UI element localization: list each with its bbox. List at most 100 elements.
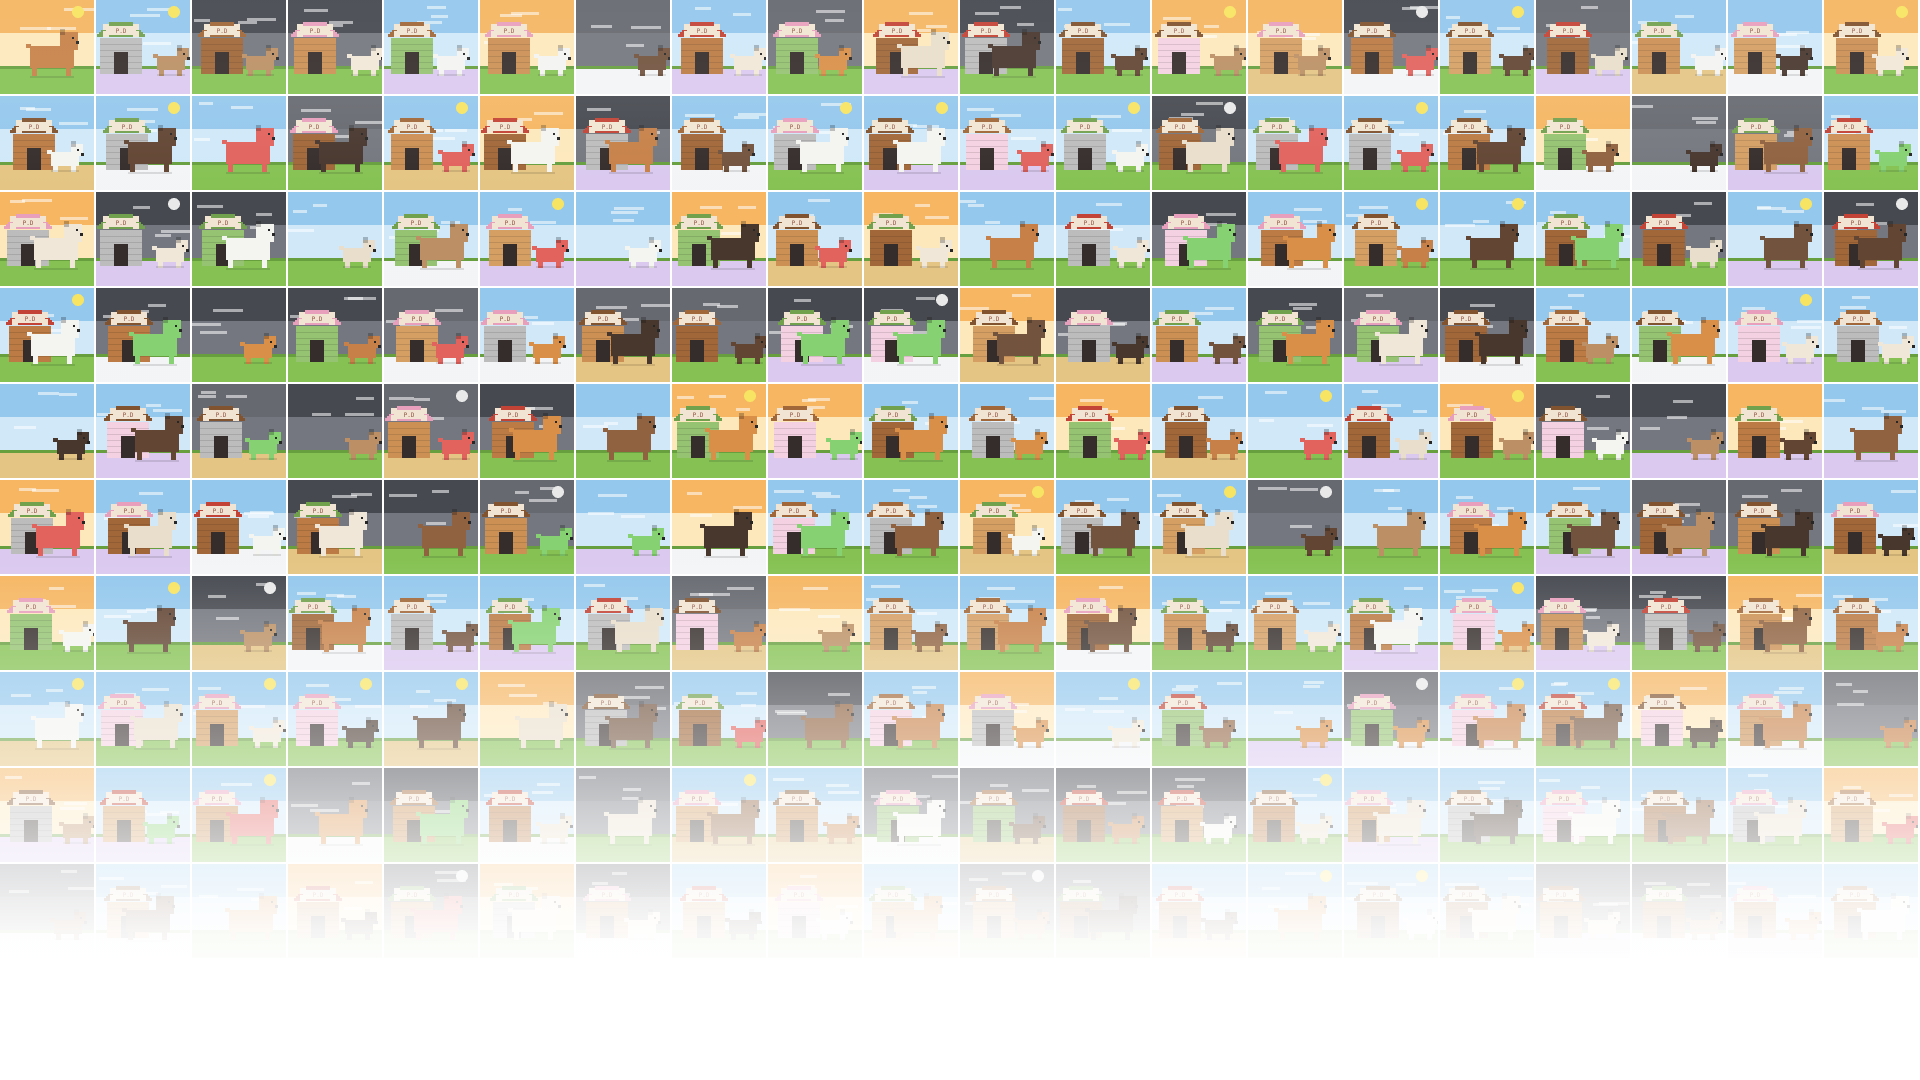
gallery-tile[interactable]: P.D [0,768,94,862]
gallery-tile[interactable]: P.D [1056,288,1150,382]
gallery-tile[interactable]: P.D [960,768,1054,862]
gallery-tile[interactable]: P.D [960,0,1054,94]
gallery-tile[interactable] [192,864,286,958]
gallery-tile[interactable]: P.D [1248,96,1342,190]
gallery-tile[interactable] [576,192,670,286]
gallery-tile[interactable]: P.D [960,672,1054,766]
gallery-tile[interactable]: P.D [1536,384,1630,478]
gallery-tile[interactable]: P.D [0,96,94,190]
gallery-tile[interactable]: P.D [1344,864,1438,958]
gallery-tile[interactable]: P.D [480,384,574,478]
gallery-tile[interactable]: P.D [1536,480,1630,574]
gallery-tile[interactable]: P.D [672,384,766,478]
gallery-tile[interactable] [0,384,94,478]
gallery-tile[interactable]: P.D [960,96,1054,190]
gallery-tile[interactable]: P.D [768,288,862,382]
gallery-tile[interactable] [192,288,286,382]
gallery-tile[interactable]: P.D [1824,864,1918,958]
gallery-tile[interactable] [1440,192,1534,286]
gallery-tile[interactable]: P.D [96,0,190,94]
gallery-tile[interactable] [1248,672,1342,766]
gallery-tile[interactable]: P.D [1248,288,1342,382]
gallery-tile[interactable]: P.D [288,672,382,766]
gallery-tile[interactable]: P.D [1824,96,1918,190]
gallery-tile[interactable]: P.D [1824,480,1918,574]
gallery-tile[interactable]: P.D [1536,576,1630,670]
gallery-tile[interactable] [1824,672,1918,766]
gallery-tile[interactable]: P.D [480,96,574,190]
gallery-tile[interactable]: P.D [1536,288,1630,382]
gallery-tile[interactable]: P.D [1728,384,1822,478]
gallery-tile[interactable]: P.D [384,576,478,670]
gallery-tile[interactable]: P.D [1536,192,1630,286]
gallery-tile[interactable]: P.D [1632,480,1726,574]
gallery-tile[interactable]: P.D [672,672,766,766]
gallery-tile[interactable]: P.D [1728,672,1822,766]
gallery-tile[interactable]: P.D [0,576,94,670]
gallery-tile[interactable] [96,576,190,670]
gallery-tile[interactable]: P.D [1536,672,1630,766]
gallery-tile[interactable]: P.D [576,576,670,670]
gallery-tile[interactable]: P.D [1728,864,1822,958]
gallery-tile[interactable]: P.D [480,864,574,958]
gallery-tile[interactable] [1728,192,1822,286]
gallery-tile[interactable]: P.D [1344,672,1438,766]
gallery-tile[interactable]: P.D [288,96,382,190]
gallery-tile[interactable]: P.D [1056,576,1150,670]
gallery-tile[interactable]: P.D [192,768,286,862]
gallery-tile[interactable]: P.D [1344,0,1438,94]
gallery-tile[interactable]: P.D [1728,768,1822,862]
gallery-tile[interactable] [672,480,766,574]
gallery-tile[interactable]: P.D [1152,192,1246,286]
gallery-tile[interactable]: P.D [1344,288,1438,382]
gallery-tile[interactable]: P.D [1440,384,1534,478]
gallery-tile[interactable]: P.D [1440,576,1534,670]
gallery-tile[interactable]: P.D [672,768,766,862]
gallery-tile[interactable]: P.D [96,96,190,190]
gallery-tile[interactable]: P.D [1632,768,1726,862]
gallery-tile[interactable]: P.D [864,576,958,670]
gallery-tile[interactable]: P.D [1632,672,1726,766]
gallery-tile[interactable]: P.D [1728,576,1822,670]
gallery-tile[interactable]: P.D [1152,768,1246,862]
gallery-tile[interactable]: P.D [768,96,862,190]
gallery-tile[interactable]: P.D [1056,0,1150,94]
gallery-tile[interactable] [1248,480,1342,574]
gallery-tile[interactable]: P.D [768,0,862,94]
gallery-tile[interactable]: P.D [192,0,286,94]
gallery-tile[interactable]: P.D [480,288,574,382]
gallery-tile[interactable]: P.D [384,384,478,478]
gallery-tile[interactable]: P.D [1632,0,1726,94]
gallery-tile[interactable]: P.D [768,192,862,286]
gallery-tile[interactable]: P.D [672,96,766,190]
gallery-tile[interactable]: P.D [96,672,190,766]
gallery-tile[interactable]: P.D [1440,672,1534,766]
gallery-tile[interactable]: P.D [1152,0,1246,94]
gallery-tile[interactable]: P.D [960,864,1054,958]
gallery-tile[interactable] [1632,384,1726,478]
gallery-tile[interactable]: P.D [1056,480,1150,574]
gallery-tile[interactable]: P.D [288,288,382,382]
gallery-tile[interactable]: P.D [1824,0,1918,94]
gallery-tile[interactable]: P.D [768,864,862,958]
gallery-tile[interactable]: P.D [480,192,574,286]
gallery-tile[interactable]: P.D [672,288,766,382]
gallery-tile[interactable]: P.D [288,864,382,958]
gallery-tile[interactable]: P.D [1344,96,1438,190]
gallery-tile[interactable]: P.D [1632,864,1726,958]
gallery-tile[interactable] [0,864,94,958]
gallery-tile[interactable] [1056,672,1150,766]
gallery-tile[interactable]: P.D [1632,288,1726,382]
gallery-tile[interactable]: P.D [96,288,190,382]
gallery-tile[interactable]: P.D [960,480,1054,574]
gallery-tile[interactable]: P.D [1824,768,1918,862]
gallery-tile[interactable] [192,96,286,190]
gallery-tile[interactable] [288,768,382,862]
gallery-tile[interactable]: P.D [1248,576,1342,670]
gallery-tile[interactable]: P.D [0,192,94,286]
gallery-tile[interactable]: P.D [768,384,862,478]
gallery-tile[interactable]: P.D [1152,288,1246,382]
gallery-tile[interactable]: P.D [576,864,670,958]
gallery-tile[interactable] [1632,96,1726,190]
gallery-tile[interactable] [576,480,670,574]
